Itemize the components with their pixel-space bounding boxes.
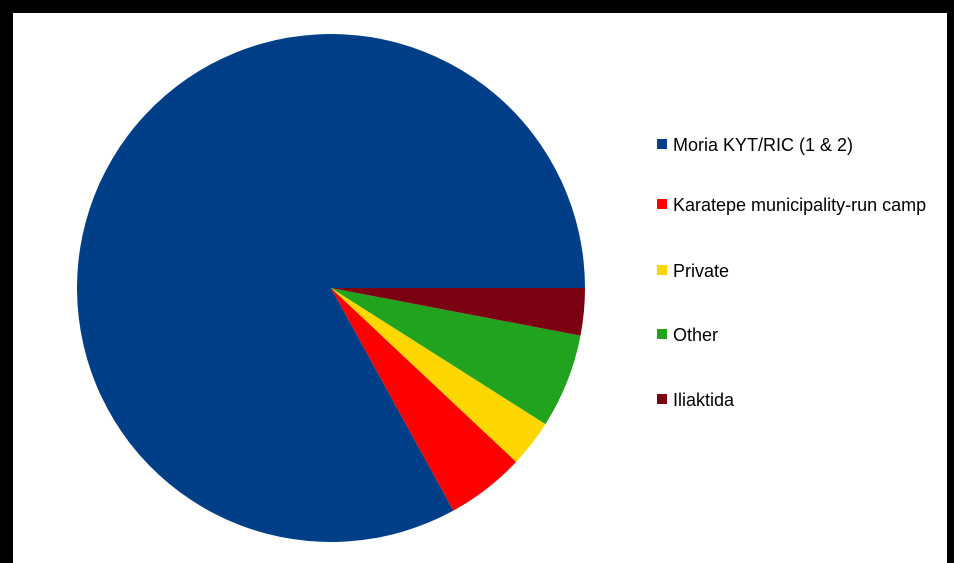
chart-frame: Moria KYT/RIC (1 & 2) Karatepe municipal… [13, 13, 947, 563]
legend-item-iliaktida: Iliaktida [657, 388, 943, 412]
legend-item-karatepe: Karatepe municipality-run camp [657, 193, 943, 217]
legend-label-iliaktida: Iliaktida [673, 390, 735, 410]
legend-label-other: Other [673, 325, 719, 345]
pie-slice-karatepe [331, 288, 517, 511]
legend-label-private: Private [673, 261, 730, 281]
legend-label-moria: Moria KYT/RIC (1 & 2) [673, 135, 854, 155]
pie-slice-other [331, 288, 581, 425]
legend-swatch-private [657, 265, 667, 275]
legend-label-karatepe: Karatepe municipality-run camp [673, 195, 927, 215]
legend-item-private: Private [657, 259, 943, 283]
pie-chart [76, 34, 586, 543]
legend-swatch-moria [657, 139, 667, 149]
pie-slice-private [331, 288, 546, 462]
pie-slice-moria [76, 34, 586, 543]
pie-slice-iliaktida [331, 288, 585, 336]
legend-swatch-other [657, 329, 667, 339]
legend-item-other: Other [657, 323, 943, 347]
legend-item-moria: Moria KYT/RIC (1 & 2) [657, 133, 943, 157]
legend-swatch-karatepe [657, 199, 667, 209]
legend-swatch-iliaktida [657, 394, 667, 404]
